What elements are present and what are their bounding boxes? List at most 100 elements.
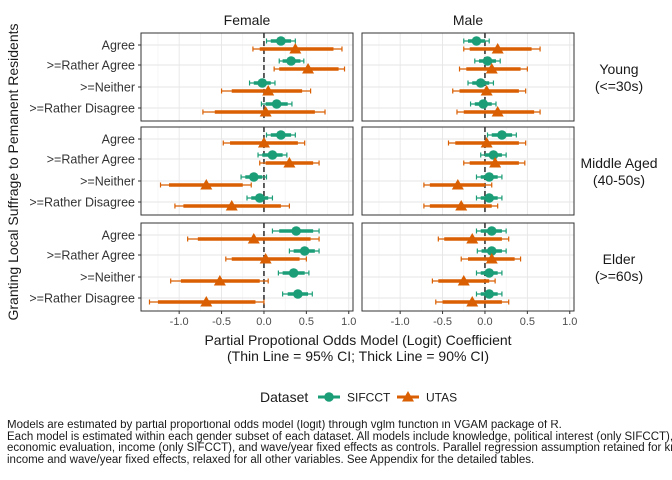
facet-panel — [140, 126, 354, 216]
data-point-utas — [222, 137, 306, 148]
data-point-utas — [463, 157, 526, 168]
data-point-sifcct — [475, 289, 503, 299]
point-estimate-marker — [485, 253, 498, 264]
panel-border — [140, 32, 354, 122]
point-estimate-marker — [288, 268, 299, 278]
y-tick-label: >=Rather Disagree — [29, 196, 135, 210]
data-point-sifcct — [467, 78, 495, 88]
facet-row-label: Young — [599, 61, 638, 77]
facet-panel — [361, 32, 575, 122]
data-point-utas — [447, 137, 527, 148]
data-point-utas — [148, 296, 265, 307]
point-estimate-marker — [299, 246, 310, 256]
data-point-sifcct — [277, 268, 310, 278]
point-estimate-marker — [200, 179, 213, 190]
data-point-sifcct — [265, 130, 296, 140]
data-point-utas — [460, 253, 522, 264]
data-point-utas — [202, 106, 326, 117]
footnote-line-2: Each model is estimated within each gend… — [7, 430, 672, 443]
data-point-sifcct — [469, 99, 497, 109]
y-tick-label: >=Rather Agree — [47, 249, 135, 263]
point-estimate-marker — [262, 85, 275, 96]
data-point-utas — [456, 106, 541, 117]
point-estimate-marker — [283, 157, 296, 168]
panel-border — [361, 126, 575, 216]
data-point-sifcct — [248, 78, 276, 88]
data-point-sifcct — [475, 172, 503, 182]
point-estimate-marker — [471, 36, 482, 46]
point-estimate-marker — [259, 253, 272, 264]
point-estimate-marker — [482, 56, 493, 66]
data-point-utas — [252, 43, 343, 54]
data-point-utas — [435, 296, 510, 307]
data-point-utas — [174, 200, 290, 211]
footnote-line-4: income and wave/year fixed effects, rela… — [7, 453, 535, 466]
data-point-utas — [423, 200, 499, 211]
point-estimate-marker — [291, 226, 301, 236]
legend-label: SIFCCT — [347, 391, 391, 405]
y-tick-label: >=Rather Agree — [47, 59, 135, 73]
y-tick-label: >=Rather Disagree — [29, 292, 135, 306]
footnote-line-3: economic evaluation, income (only SIFCCT… — [7, 442, 672, 455]
x-tick-label: 0.0 — [256, 316, 271, 328]
panel-border — [361, 32, 575, 122]
x-tick-label: 1.0 — [341, 316, 356, 328]
panel-background — [362, 33, 574, 121]
data-point-sifcct — [265, 36, 296, 46]
y-tick-label: >=Neither — [80, 81, 135, 95]
point-estimate-marker — [289, 43, 302, 54]
panel-border — [140, 222, 354, 312]
data-point-sifcct — [486, 130, 517, 140]
x-tick-label: -1.0 — [170, 316, 189, 328]
point-estimate-marker — [259, 106, 272, 117]
point-estimate-marker — [457, 275, 470, 286]
data-point-utas — [259, 157, 320, 168]
y-tick-label: Agree — [102, 229, 135, 243]
point-estimate-marker — [276, 36, 286, 46]
point-estimate-marker — [286, 56, 296, 66]
facet-panel — [140, 222, 354, 312]
data-point-utas — [159, 179, 252, 190]
point-estimate-marker — [488, 150, 499, 160]
point-estimate-marker — [451, 179, 464, 190]
data-point-utas — [170, 275, 269, 286]
data-point-utas — [452, 85, 527, 96]
facet-row-label: Elder — [603, 251, 636, 267]
x-tick-label: -0.5 — [212, 316, 231, 328]
data-point-sifcct — [271, 226, 320, 236]
data-point-sifcct — [475, 268, 503, 278]
legend-item: UTAS — [397, 391, 457, 405]
point-estimate-marker — [271, 99, 282, 109]
point-estimate-marker — [484, 193, 495, 203]
data-point-utas — [273, 63, 346, 74]
data-point-sifcct — [480, 150, 507, 160]
data-point-sifcct — [476, 246, 507, 256]
point-estimate-marker — [200, 296, 213, 307]
x-tick-label: -0.5 — [433, 316, 452, 328]
data-point-sifcct — [463, 36, 490, 46]
y-tick-label: >=Rather Disagree — [29, 102, 135, 116]
data-point-sifcct — [240, 172, 268, 182]
facet-row-label: (<=30s) — [595, 78, 643, 94]
point-estimate-marker — [466, 233, 479, 244]
data-point-utas — [423, 179, 493, 190]
legend: Dataset SIFCCT UTAS — [260, 389, 457, 405]
point-estimate-marker — [497, 130, 507, 140]
point-estimate-marker — [293, 289, 303, 299]
point-estimate-marker — [213, 275, 226, 286]
data-point-utas — [431, 275, 496, 286]
data-point-utas — [187, 233, 320, 244]
data-point-utas — [220, 85, 312, 96]
facet-row-label: (40-50s) — [593, 172, 645, 188]
facet-panel — [361, 222, 575, 312]
point-estimate-marker — [267, 150, 278, 160]
point-estimate-marker — [475, 78, 486, 88]
point-estimate-marker — [257, 78, 268, 88]
data-point-sifcct — [474, 56, 501, 66]
y-tick-label: Agree — [102, 133, 135, 147]
point-estimate-marker — [455, 200, 468, 211]
point-estimate-marker — [225, 200, 238, 211]
x-axis-title: Partial Propotional Odds Model (Logit) C… — [204, 332, 511, 348]
data-point-sifcct — [282, 289, 313, 299]
point-estimate-marker — [491, 43, 504, 54]
